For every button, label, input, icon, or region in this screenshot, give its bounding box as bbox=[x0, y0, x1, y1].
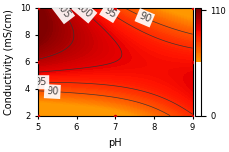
Text: 95: 95 bbox=[35, 77, 47, 87]
Y-axis label: Conductivity (mS/cm): Conductivity (mS/cm) bbox=[4, 9, 14, 115]
X-axis label: pH: pH bbox=[108, 138, 122, 148]
Text: 95: 95 bbox=[101, 5, 117, 20]
Text: 90: 90 bbox=[137, 11, 152, 25]
Text: 105: 105 bbox=[53, 1, 72, 21]
Text: 90: 90 bbox=[46, 86, 58, 97]
Text: 100: 100 bbox=[74, 1, 94, 21]
